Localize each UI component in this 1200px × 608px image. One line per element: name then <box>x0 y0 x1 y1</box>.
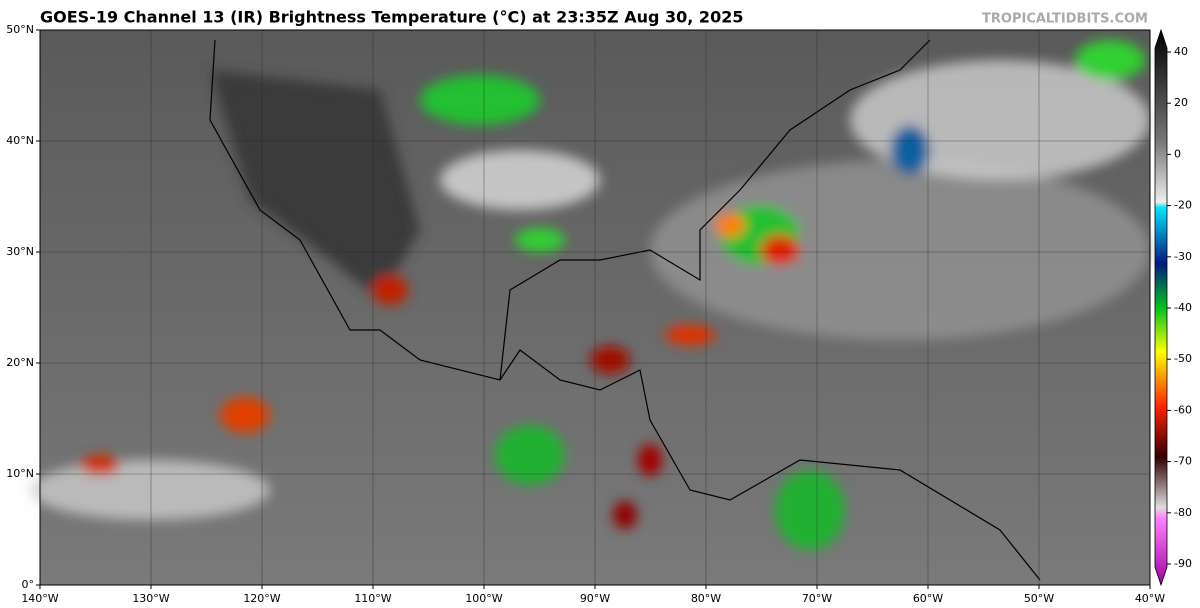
colorbar-tick-label: 0 <box>1174 147 1181 160</box>
y-tick-label: 30°N <box>6 245 34 258</box>
x-tick-label: 40°W <box>1135 592 1165 605</box>
colorbar-tick-label: -20 <box>1174 199 1192 212</box>
colorbar-tick-label: 40 <box>1174 45 1188 58</box>
y-tick-label: 50°N <box>6 23 34 36</box>
y-tick-label: 20°N <box>6 356 34 369</box>
x-tick-label: 130°W <box>132 592 169 605</box>
x-tick-label: 80°W <box>691 592 721 605</box>
source-watermark: TROPICALTIDBITS.COM <box>982 12 1148 27</box>
x-tick-label: 120°W <box>243 592 280 605</box>
x-tick-label: 140°W <box>21 592 58 605</box>
x-tick-label: 100°W <box>465 592 502 605</box>
title: GOES-19 Channel 13 (IR) Brightness Tempe… <box>40 8 743 27</box>
colorbar-tick-label: -70 <box>1174 455 1192 468</box>
y-tick-label: 0° <box>22 578 35 591</box>
colorbar-ticks: 40 20 0 -20 -30 -40 -50 -60 -70 -80 -90 <box>1167 45 1192 570</box>
x-tick-label: 90°W <box>580 592 610 605</box>
colorbar-tick-label: -50 <box>1174 352 1192 365</box>
y-tick-label: 40°N <box>6 134 34 147</box>
x-tick-label: 70°W <box>802 592 832 605</box>
colorbar-tick-label: -30 <box>1174 250 1192 263</box>
colorbar <box>1154 28 1168 587</box>
colorbar-tick-label: -60 <box>1174 403 1192 416</box>
colorbar-tick-label: -40 <box>1174 301 1192 314</box>
colorbar-tick-label: 20 <box>1174 96 1188 109</box>
x-tick-label: 60°W <box>913 592 943 605</box>
y-tick-label: 10°N <box>6 467 34 480</box>
colorbar-tick-label: -80 <box>1174 506 1192 519</box>
x-tick-label: 50°W <box>1024 592 1054 605</box>
x-tick-label: 110°W <box>354 592 391 605</box>
map-frame <box>39 29 1151 586</box>
satellite-imagery <box>30 30 1150 585</box>
colorbar-tick-label: -90 <box>1174 557 1192 570</box>
